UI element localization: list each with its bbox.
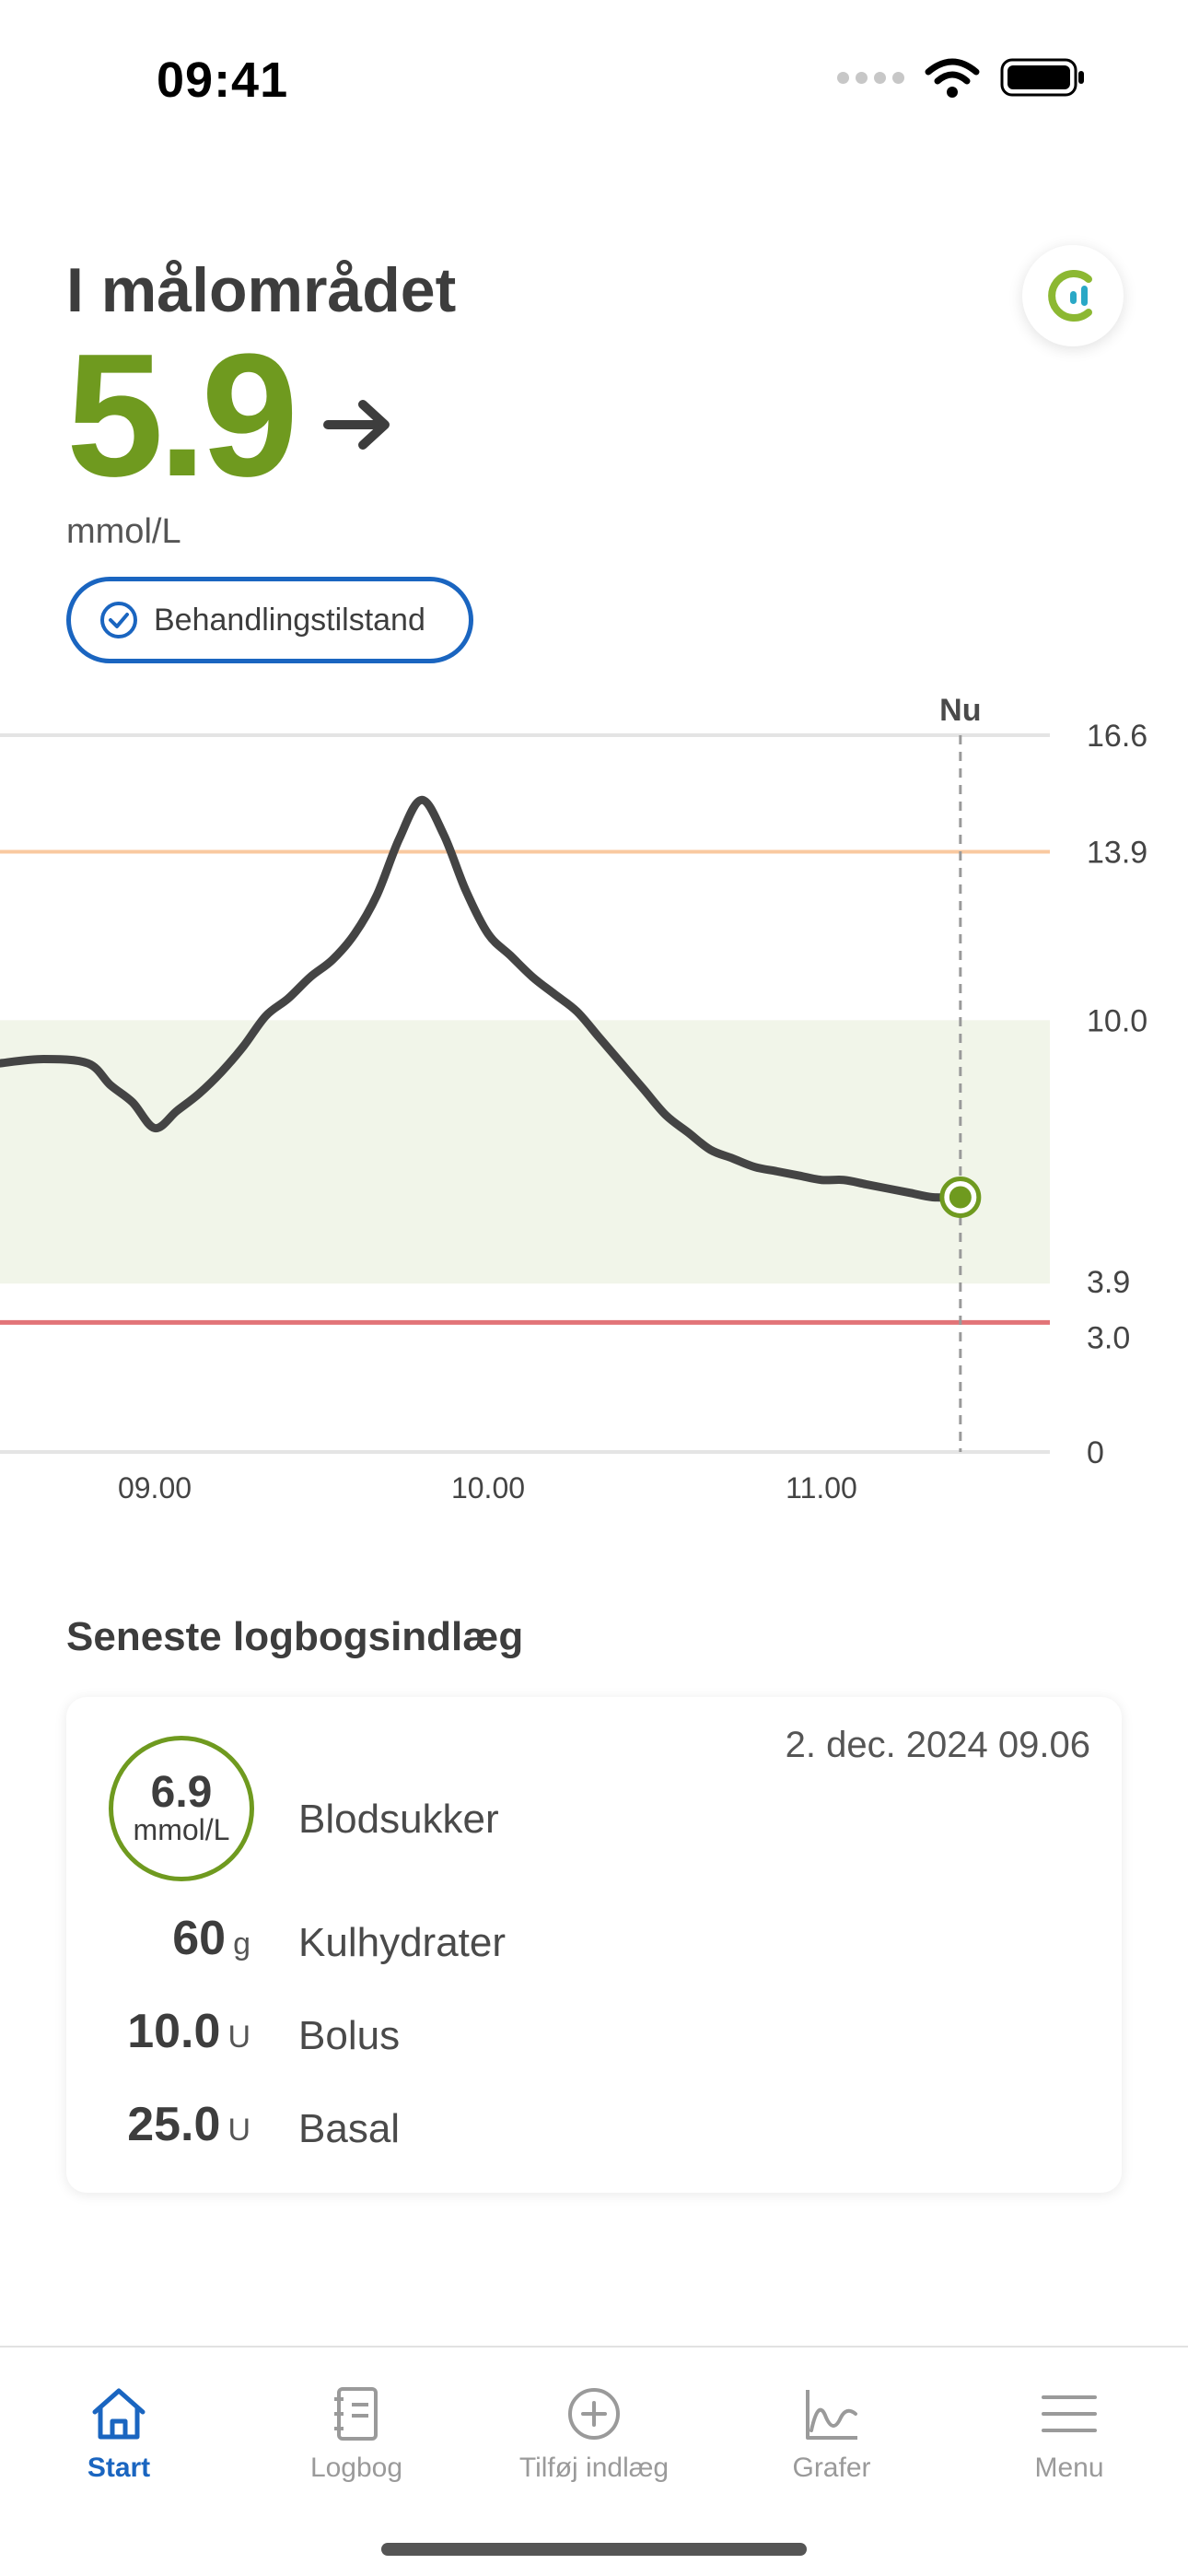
glucose-reading: 5.9 [66,328,396,503]
y-tick-label: 3.0 [1087,1320,1130,1355]
y-tick-label: 0 [1087,1435,1104,1470]
basal-value: 25.0 U [127,2098,250,2151]
tab-start[interactable]: Start [0,2384,238,2484]
graph-icon [806,2390,857,2440]
trend-arrow-right-icon [323,400,390,450]
blood-sugar-unit: mmol/L [133,1813,230,1847]
tab-add-entry[interactable]: Tilføj indlæg [475,2384,713,2484]
target-range-band [0,1020,1050,1284]
log-entry-date: 2. dec. 2024 09.06 [785,1725,1090,1765]
y-tick-label: 13.9 [1087,836,1147,871]
home-indicator [381,2543,807,2556]
carbs-label: Kulhydrater [298,1920,507,1965]
status-icons [837,57,1087,98]
notebook-icon [334,2387,378,2441]
home-icon [92,2388,146,2440]
glucose-unit: mmol/L [66,512,181,551]
x-tick-label: 11.00 [786,1471,857,1505]
basal-label: Basal [298,2106,401,2151]
tab-start-label: Start [87,2453,151,2483]
app-logo-icon [1048,270,1092,322]
blood-sugar-badge: 6.9 mmol/L [109,1736,254,1881]
tab-logbog-label: Logbog [309,2453,403,2483]
glucose-chart[interactable]: Nu 16.6 13.9 10.0 3.9 3.0 0 09.00 10.00 11.00 [0,682,1188,1511]
glucose-series-line [0,795,965,1202]
tab-grafer-label: Grafer [792,2453,871,2483]
hamburger-icon [1042,2395,1097,2432]
plus-circle-icon [568,2388,620,2440]
wifi-icon [925,58,980,98]
check-circle-icon [100,602,137,638]
bolus-value: 10.0 U [127,2005,250,2058]
latest-logbook-entry-card[interactable]: 2. dec. 2024 09.06 6.9 mmol/L Blodsukker… [66,1697,1122,2193]
tab-menu[interactable]: Menu [950,2384,1188,2484]
x-tick-label: 10.00 [451,1471,525,1505]
y-tick-label: 3.9 [1087,1265,1130,1300]
treatment-state-button[interactable]: Behandlingstilstand [66,577,473,663]
bolus-label: Bolus [298,2013,401,2058]
current-point [949,1186,972,1209]
tab-add-entry-label: Tilføj indlæg [518,2453,670,2483]
blood-sugar-label: Blodsukker [298,1797,499,1842]
tab-menu-label: Menu [1034,2453,1104,2483]
now-label: Nu [939,693,981,728]
treatment-state-label: Behandlingstilstand [154,602,425,638]
glucose-value: 5.9 [66,318,298,513]
y-tick-label: 16.6 [1087,719,1147,754]
tab-grafer[interactable]: Grafer [713,2384,950,2484]
cellular-icon [837,71,904,84]
status-time: 09:41 [157,53,289,108]
tab-bar: Start Logbog Tilføj indlæg Grafer [0,2346,1188,2576]
logbook-section-title: Seneste logbogsindlæg [66,1614,524,1659]
app-logo-button[interactable] [1022,245,1124,346]
glucose-state-title: I målområdet [66,255,457,325]
y-tick-label: 10.0 [1087,1003,1147,1038]
blood-sugar-value: 6.9 [150,1768,213,1818]
battery-icon [1000,58,1084,97]
x-tick-label: 09.00 [118,1471,192,1505]
tab-logbog[interactable]: Logbog [238,2384,475,2484]
carbs-value: 60 g [172,1912,250,1965]
